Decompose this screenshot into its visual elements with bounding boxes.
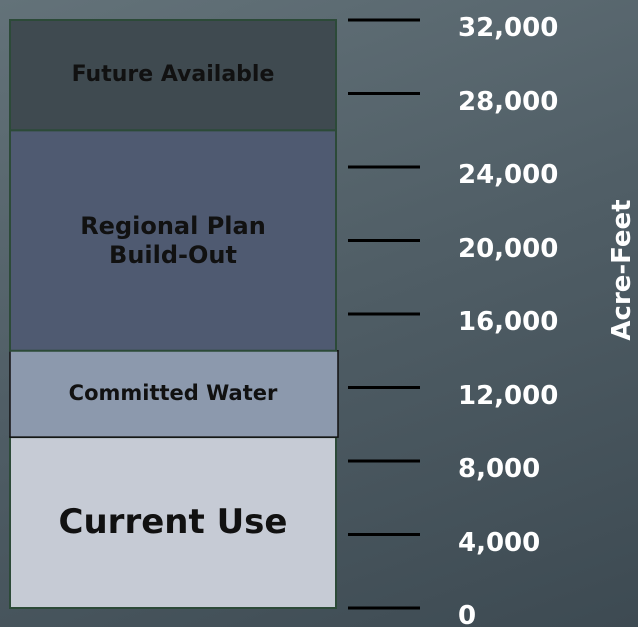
bar-segment xyxy=(9,129,337,352)
y-tick-label: 0 xyxy=(458,601,477,631)
bar-segment xyxy=(9,19,337,132)
y-tick-label: 16,000 xyxy=(458,307,559,337)
y-tick-label: 4,000 xyxy=(458,527,541,558)
bar-segment xyxy=(9,436,337,609)
segment-label: Current Use xyxy=(58,502,288,543)
segment-label: Regional Plan Build-Out xyxy=(80,211,266,269)
bar-segment xyxy=(9,350,339,438)
y-axis-title: Acre-Feet xyxy=(607,199,637,341)
y-tick-label: 24,000 xyxy=(458,160,559,190)
segment-label: Committed Water xyxy=(68,381,278,406)
y-tick-label: 12,000 xyxy=(458,380,559,411)
y-tick-label: 28,000 xyxy=(458,86,559,117)
y-tick-label: 32,000 xyxy=(458,13,559,43)
y-tick-label: 20,000 xyxy=(458,233,559,264)
segment-label: Future Available xyxy=(71,61,275,87)
y-tick-label: 8,000 xyxy=(458,454,541,484)
